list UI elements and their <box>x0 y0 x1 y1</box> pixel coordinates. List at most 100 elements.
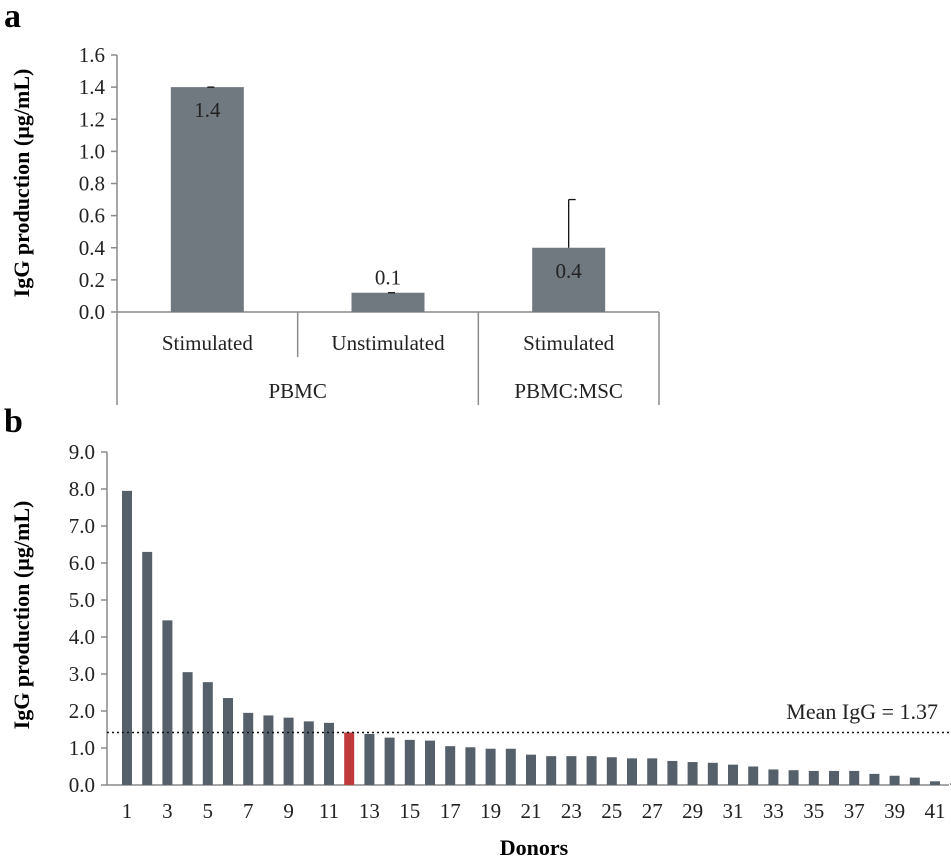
panel-b-bar <box>202 682 213 785</box>
panel-b-xlabel: Donors <box>500 835 569 860</box>
panel-a-y-tick-label: 0.2 <box>79 268 105 292</box>
panel-b-x-tick-label: 37 <box>844 799 865 823</box>
panel-b-y-tick-label: 1.0 <box>69 736 95 760</box>
panel-b-bar <box>425 740 435 785</box>
mean-line-label: Mean IgG = 1.37 <box>786 699 938 724</box>
panel-b-bar <box>748 766 759 785</box>
panel-b-x-tick-label: 21 <box>521 799 542 823</box>
panel-a-y-tick-label: 0.8 <box>79 172 105 196</box>
panel-b-bar <box>849 770 860 785</box>
panel-b-bar <box>829 770 839 785</box>
panel-b-bar <box>889 775 900 785</box>
panel-b-x-tick-label: 31 <box>723 799 744 823</box>
panel-a-y-tick-label: 1.6 <box>79 43 105 67</box>
panel-b-bar <box>223 698 233 785</box>
panel-b-bar <box>647 758 658 785</box>
panel-b-bar <box>324 722 334 785</box>
panel-b-y-tick-label: 7.0 <box>69 514 95 538</box>
panel-b-y-tick-label: 9.0 <box>69 440 95 464</box>
panel-b-bar <box>465 747 476 785</box>
panel-a-y-tick-label: 1.2 <box>79 107 105 131</box>
panel-b-bar <box>142 551 153 785</box>
panel-b-x-tick-label: 23 <box>561 799 582 823</box>
panel-b-y-tick-label: 0.0 <box>69 773 95 797</box>
panel-b-bar <box>243 712 254 785</box>
panel-b-bar <box>586 756 597 785</box>
panel-a-category-label: Stimulated <box>523 331 614 355</box>
panel-b-x-tick-label: 33 <box>763 799 784 823</box>
panel-b-y-tick-label: 3.0 <box>69 662 95 686</box>
panel-b-bar <box>182 672 193 785</box>
panel-b-bar <box>404 739 415 785</box>
panel-b-bar <box>122 490 132 785</box>
panel-b-y-tick-label: 8.0 <box>69 477 95 501</box>
panel-b-x-tick-label: 5 <box>203 799 214 823</box>
panel-a-group-label: PBMC <box>268 379 326 403</box>
panel-b-x-tick-label: 13 <box>359 799 380 823</box>
panel-b-y-tick-label: 4.0 <box>69 625 95 649</box>
panel-b-bar <box>384 737 395 785</box>
panel-b-bar <box>768 769 779 785</box>
panel-a-category-label: Stimulated <box>162 331 253 355</box>
panel-b-bar <box>667 760 678 785</box>
panel-b-x-tick-label: 41 <box>925 799 946 823</box>
panel-a-y-tick-label: 1.4 <box>79 75 106 99</box>
panel-a-y-tick-label: 0.4 <box>79 236 106 260</box>
panel-b-x-tick-label: 9 <box>283 799 294 823</box>
panel-b-ylabel: IgG production (µg/mL) <box>9 501 34 730</box>
panel-b-x-tick-label: 1 <box>122 799 133 823</box>
panel-b-bar <box>303 721 314 785</box>
panel-b-bar <box>263 715 274 785</box>
panel-b-y-tick-label: 6.0 <box>69 551 95 575</box>
panel-b-x-tick-label: 29 <box>682 799 703 823</box>
panel-b-x-tick-label: 7 <box>243 799 254 823</box>
panel-b-chart: 0.01.02.03.04.05.06.07.08.09.01 3 5 7 9 11 13 1… <box>69 440 951 823</box>
panel-b-bar <box>445 746 456 785</box>
panel-b-x-tick-label: 35 <box>803 799 824 823</box>
panel-a-chart: 0.0 0.2 0.4 0.6 0.8 1.0 1.2 1.4 1.6 1.4 Stimulated… <box>79 43 660 405</box>
panel-b-bar <box>526 754 536 785</box>
panel-b-bar <box>707 762 718 785</box>
panel-b-bar <box>788 770 799 785</box>
panel-b-y-tick-label: 5.0 <box>69 588 95 612</box>
panel-b-bar <box>364 733 375 785</box>
panel-b-bar <box>606 757 617 785</box>
panel-b-bar-highlight <box>344 732 355 785</box>
panel-b-bar <box>728 764 738 785</box>
panel-b-letter: b <box>4 403 23 440</box>
panel-b-bar <box>485 748 496 785</box>
panel-b-x-tick-label: 17 <box>440 799 461 823</box>
panel-b-bar <box>808 770 819 785</box>
panel-b-bar <box>566 756 577 785</box>
panel-b-bar <box>627 758 637 785</box>
panel-a-category-label: Unstimulated <box>331 331 445 355</box>
panel-a-data-label: 0.4 <box>556 259 583 283</box>
panel-b-bar <box>909 777 920 785</box>
panel-b-bar <box>930 781 940 785</box>
panel-b-x-tick-label: 3 <box>162 799 173 823</box>
panel-a-y-tick-label: 1.0 <box>79 139 105 163</box>
panel-b-bar <box>687 762 698 785</box>
panel-b-x-tick-label: 15 <box>399 799 420 823</box>
panel-a-ylabel: IgG production (µg/mL) <box>9 69 34 298</box>
panel-b-x-tick-label: 19 <box>480 799 501 823</box>
panel-b-bar <box>869 773 880 785</box>
panel-a-y-tick-label: 0.0 <box>79 300 105 324</box>
panel-a-y-tick-label: 0.6 <box>79 204 105 228</box>
panel-b-bar <box>546 756 557 785</box>
panel-b-x-tick-label: 39 <box>884 799 905 823</box>
panel-b-bar <box>162 620 173 785</box>
panel-b-bar <box>505 748 516 785</box>
panel-b-y-tick-label: 2.0 <box>69 699 95 723</box>
panel-a-letter: a <box>4 0 21 35</box>
panel-a-bar <box>351 292 425 312</box>
panel-b-x-tick-label: 11 <box>319 799 339 823</box>
panel-a-data-label: 0.1 <box>375 266 401 290</box>
panel-a-bar <box>170 87 244 312</box>
panel-b-x-tick-label: 27 <box>642 799 663 823</box>
panel-a-bar <box>532 247 606 312</box>
panel-b-x-tick-label: 25 <box>601 799 622 823</box>
panel-a-group-label: PBMC:MSC <box>514 379 623 403</box>
panel-b-bar <box>283 717 294 785</box>
